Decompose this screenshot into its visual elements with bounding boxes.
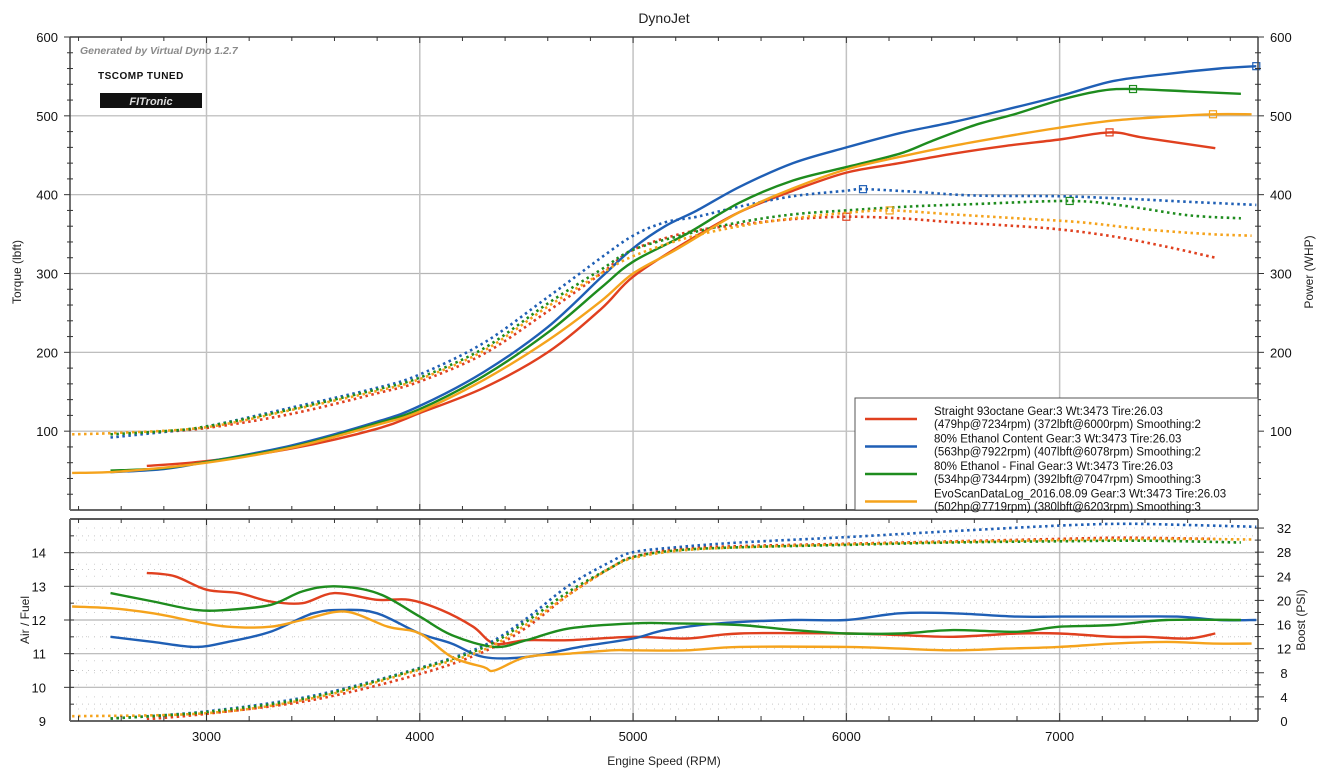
power-tick-label: 200 xyxy=(1270,345,1292,360)
x-tick-label: 5000 xyxy=(619,729,648,744)
power-line-2 xyxy=(110,65,1257,474)
afr-tick-label: 14 xyxy=(32,546,46,561)
peak-power-marker xyxy=(1208,110,1218,119)
torque-tick-label: 100 xyxy=(36,424,58,439)
chart-title: DynoJet xyxy=(638,10,689,26)
boost-line-3 xyxy=(110,539,1241,720)
tscomp-logo: TSCOMP TUNED xyxy=(98,71,184,82)
x-tick-label: 4000 xyxy=(405,729,434,744)
legend-label: (479hp@7234rpm) (372lbft@6000rpm) Smooth… xyxy=(934,419,1201,431)
legend-label: (502hp@7719rpm) (380lbft@6203rpm) Smooth… xyxy=(934,502,1201,514)
legend-label: (563hp@7922rpm) (407lbft@6078rpm) Smooth… xyxy=(934,447,1201,459)
lower-panel-series xyxy=(72,522,1257,721)
boost-tick-label: 24 xyxy=(1277,569,1291,584)
afr-tick-label: 10 xyxy=(32,680,46,695)
torque-line-3 xyxy=(110,199,1241,436)
afr-tick-label: 11 xyxy=(33,647,47,662)
boost-tick-label: 12 xyxy=(1277,642,1291,657)
torque-tick-label: 200 xyxy=(36,345,58,360)
power-tick-label: 600 xyxy=(1270,30,1292,45)
x-axis-label: Engine Speed (RPM) xyxy=(607,754,720,768)
peak-power-marker xyxy=(1252,62,1261,71)
power-axis-label: Power (WHP) xyxy=(1302,235,1316,308)
peak-torque-marker xyxy=(885,206,894,215)
boost-tick-label: 16 xyxy=(1277,618,1291,633)
boost-tick-label: 4 xyxy=(1280,690,1287,705)
power-tick-label: 500 xyxy=(1270,109,1292,124)
legend-label: 80% Ethanol - Final Gear:3 Wt:3473 Tire:… xyxy=(934,461,1173,473)
peak-torque-marker xyxy=(858,185,868,194)
legend-label: EvoScanDataLog_2016.08.09 Gear:3 Wt:3473… xyxy=(934,489,1226,501)
afr-line-2 xyxy=(110,608,1257,660)
torque-line-4 xyxy=(72,209,1252,436)
fitronic-logo: FITronic xyxy=(100,93,202,108)
afr-tick-label: 12 xyxy=(32,613,46,628)
legend-box xyxy=(854,397,1259,511)
upper-panel-grid xyxy=(70,36,1258,510)
fitronic-logo-text: FITronic xyxy=(129,96,172,108)
afr-tick-label: 13 xyxy=(32,579,46,594)
peak-torque-marker xyxy=(1065,196,1074,206)
legend-label: Straight 93octane Gear:3 Wt:3473 Tire:26… xyxy=(934,406,1163,418)
x-tick-label: 6000 xyxy=(832,729,861,744)
afr-line-4 xyxy=(72,605,1252,673)
boost-axis-label: Boost (PSI) xyxy=(1294,589,1308,650)
torque-tick-label: 500 xyxy=(36,109,58,124)
credit-text: Generated by Virtual Dyno 1.2.7 xyxy=(80,45,239,57)
boost-tick-label: 32 xyxy=(1277,521,1291,536)
boost-tick-label: 0 xyxy=(1280,714,1287,729)
boost-tick-label: 28 xyxy=(1277,545,1291,560)
boost-line-4 xyxy=(72,537,1252,718)
torque-tick-label: 300 xyxy=(36,267,58,282)
power-line-1 xyxy=(146,131,1216,468)
axes: 3000 4000 5000 6000 700010020030040050060010… xyxy=(32,30,1292,744)
x-tick-label: 7000 xyxy=(1045,729,1074,744)
afr-axis-label: Air / Fuel xyxy=(18,596,32,644)
power-tick-label: 100 xyxy=(1270,424,1292,439)
tscomp-logo-text: TSCOMP TUNED xyxy=(98,71,184,82)
boost-tick-label: 20 xyxy=(1277,593,1291,608)
peak-power-marker xyxy=(1128,84,1138,94)
peak-torque-marker xyxy=(842,212,851,221)
torque-axis-label: Torque (lbft) xyxy=(10,240,24,304)
afr-tick-label: 9 xyxy=(39,714,46,729)
x-tick-label: 3000 xyxy=(192,729,221,744)
power-tick-label: 300 xyxy=(1270,267,1292,282)
boost-tick-label: 8 xyxy=(1280,666,1287,681)
power-tick-label: 400 xyxy=(1270,188,1292,203)
afr-line-3 xyxy=(110,585,1241,649)
power-line-4 xyxy=(72,112,1252,475)
torque-tick-label: 600 xyxy=(36,30,58,45)
upper-panel-series xyxy=(72,62,1261,475)
legend: Straight 93octane Gear:3 Wt:3473 Tire:26… xyxy=(854,397,1259,514)
torque-tick-label: 400 xyxy=(36,188,58,203)
legend-label: (534hp@7344rpm) (392lbft@7047rpm) Smooth… xyxy=(934,474,1201,486)
peak-power-marker xyxy=(1105,128,1114,137)
legend-label: 80% Ethanol Content Gear:3 Wt:3473 Tire:… xyxy=(934,434,1181,446)
